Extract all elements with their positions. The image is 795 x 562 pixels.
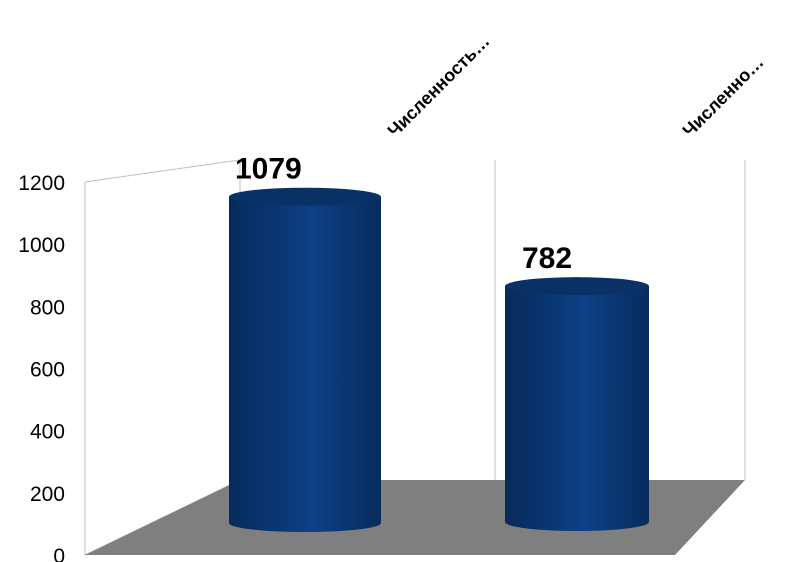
category-label: Численность…	[384, 31, 494, 141]
category-label: Численно…	[679, 52, 768, 141]
y-axis: 0 200 400 600 800 1000 1200	[18, 172, 65, 562]
y-tick-label: 400	[30, 421, 65, 444]
data-label: 1079	[235, 153, 302, 186]
category-labels: Численность… Численно…	[384, 31, 768, 141]
bar	[229, 187, 381, 533]
bar-body	[505, 286, 649, 531]
bar	[505, 277, 649, 531]
y-tick-label: 600	[30, 359, 65, 382]
bar-top-cap	[229, 187, 381, 206]
y-tick-label: 200	[30, 483, 65, 506]
y-tick-label: 1200	[18, 172, 65, 195]
y-tick-label: 0	[53, 545, 65, 562]
bars	[229, 187, 649, 533]
data-labels: 1079 782	[235, 153, 572, 275]
bar-top-cap	[505, 277, 649, 296]
y-tick-label: 1000	[18, 234, 65, 257]
data-label: 782	[522, 242, 572, 275]
y-tick-label: 800	[30, 296, 65, 319]
bar-body	[229, 196, 381, 533]
